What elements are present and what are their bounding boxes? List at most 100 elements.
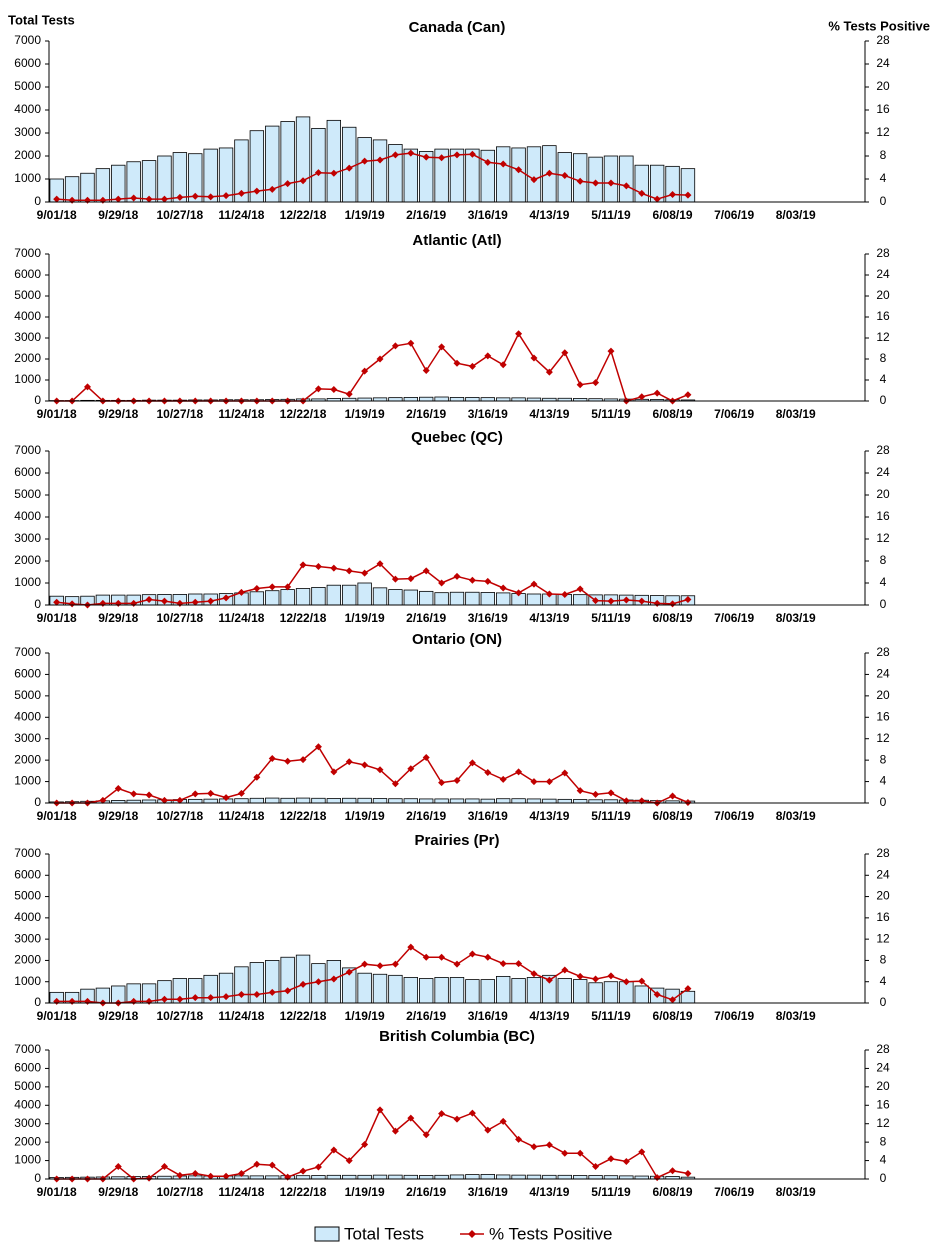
y-tick-label: 4000	[14, 509, 41, 523]
bar	[342, 797, 357, 804]
x-tick-label: 7/06/19	[714, 1009, 754, 1023]
marker	[669, 1167, 677, 1175]
marker	[592, 179, 600, 187]
marker	[530, 778, 538, 786]
marker	[207, 994, 215, 1002]
y2-tick-label: 20	[876, 288, 890, 302]
marker	[68, 600, 76, 608]
marker	[391, 575, 399, 583]
bar	[465, 1174, 480, 1180]
x-tick-label: 4/13/19	[529, 407, 569, 421]
y2-tick-label: 8	[880, 953, 887, 967]
marker	[592, 790, 600, 798]
bar	[542, 798, 557, 804]
marker	[622, 182, 630, 190]
bar	[526, 1174, 542, 1180]
chart-title: Prairies (Pr)	[414, 832, 499, 849]
marker	[191, 598, 199, 606]
marker	[638, 393, 646, 401]
bar	[403, 148, 418, 203]
x-tick-label: 10/27/18	[157, 809, 204, 823]
marker	[330, 169, 338, 177]
bar	[372, 587, 388, 606]
line	[56, 1108, 689, 1180]
marker	[314, 385, 322, 393]
marker	[376, 156, 384, 164]
marker	[530, 1143, 538, 1151]
x-tick-label: 1/19/19	[345, 407, 385, 421]
marker	[376, 766, 384, 774]
y2-tick-label: 4	[880, 774, 887, 788]
marker	[438, 579, 446, 587]
bar	[403, 589, 418, 606]
marker	[545, 976, 553, 984]
bar	[511, 147, 526, 203]
marker	[191, 192, 199, 200]
bar	[588, 1175, 603, 1180]
x-tick-label: 5/11/19	[591, 208, 631, 222]
x-tick-label: 8/03/19	[776, 809, 816, 823]
marker	[684, 798, 692, 806]
bar	[388, 1174, 403, 1180]
marker	[268, 988, 276, 996]
bar	[572, 1175, 588, 1180]
x-tick-label: 1/19/19	[345, 809, 385, 823]
marker	[592, 597, 600, 605]
marker	[191, 994, 199, 1002]
bar	[572, 799, 588, 804]
marker	[453, 572, 461, 580]
marker	[453, 359, 461, 367]
marker	[545, 590, 553, 598]
panel: Atlantic (Atl) 0 1000 2000 3000 4000 5000 6000 7…	[14, 232, 890, 421]
marker	[284, 757, 292, 765]
y-tick-label: 3000	[14, 125, 41, 139]
bar	[265, 960, 280, 1004]
marker	[438, 779, 446, 787]
y-tick-label: 7000	[14, 846, 41, 860]
bar	[480, 979, 495, 1004]
marker	[345, 758, 353, 766]
x-tick-label: 6/08/19	[653, 407, 693, 421]
bar	[357, 137, 372, 203]
marker	[207, 193, 215, 201]
y2-tick-label: 16	[876, 509, 890, 523]
bar	[280, 589, 295, 606]
bar	[496, 146, 511, 203]
marker	[237, 990, 245, 998]
marker	[422, 1131, 430, 1139]
y-tick-label: 7000	[14, 645, 41, 659]
y2-tick-label: 28	[876, 846, 890, 860]
marker	[484, 953, 492, 961]
marker	[592, 379, 600, 387]
bar	[357, 582, 372, 606]
y2-tick-label: 0	[880, 995, 887, 1009]
x-tick-label: 10/27/18	[157, 611, 204, 625]
y-tick-label: 3000	[14, 931, 41, 945]
marker	[622, 1157, 630, 1165]
x-tick-label: 2/16/19	[406, 1009, 446, 1023]
marker	[176, 193, 184, 201]
bar	[557, 978, 572, 1004]
chart-title: Ontario (ON)	[412, 631, 502, 648]
marker	[207, 1172, 215, 1180]
marker	[237, 1169, 245, 1177]
marker	[237, 789, 245, 797]
x-tick-label: 8/03/19	[776, 407, 816, 421]
y-tick-label: 0	[34, 795, 41, 809]
y-tick-label: 4000	[14, 1097, 41, 1111]
bar	[434, 396, 449, 402]
x-tick-label: 5/11/19	[591, 407, 631, 421]
bar	[388, 397, 403, 402]
bar	[496, 975, 511, 1004]
y-tick-label: 5000	[14, 288, 41, 302]
bar	[634, 985, 649, 1004]
x-tick-label: 4/13/19	[529, 1185, 569, 1199]
marker	[345, 390, 353, 398]
marker	[391, 780, 399, 788]
marker	[515, 330, 523, 338]
marker	[176, 995, 184, 1003]
marker	[438, 1110, 446, 1118]
x-tick-label: 9/01/18	[37, 611, 77, 625]
